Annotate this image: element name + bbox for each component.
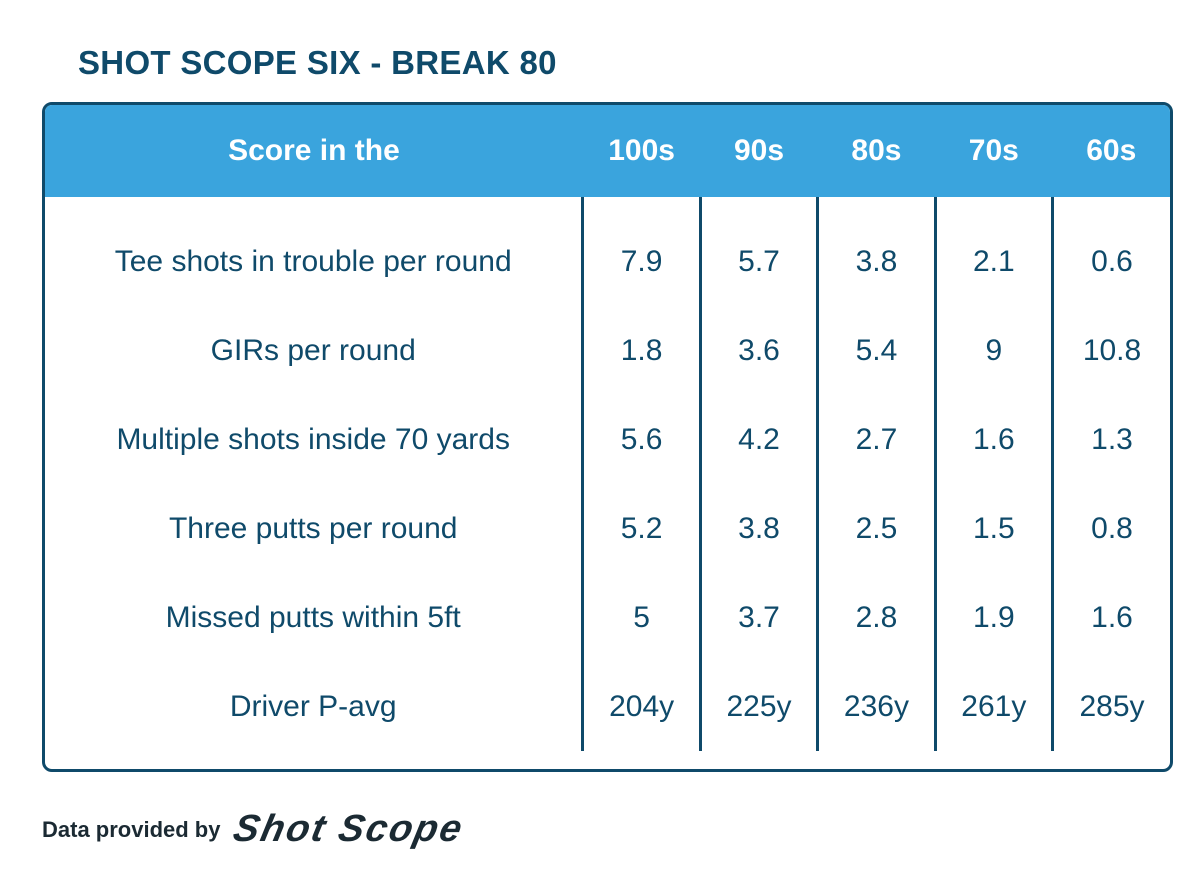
- row-label: Missed putts within 5ft: [165, 600, 461, 634]
- table-cell: 3.8: [698, 484, 818, 573]
- column-header: 70s: [935, 105, 1053, 197]
- table-cell: 2.7: [816, 395, 936, 484]
- table-row: Missed putts within 5ft 5 3.7 2.8 1.9 1.…: [45, 573, 1170, 662]
- column-header: 100s: [582, 105, 701, 197]
- row-label: Tee shots in trouble per round: [114, 244, 512, 278]
- table-cell: 3.6: [698, 306, 818, 395]
- table-cell: 7.9: [581, 197, 701, 306]
- row-label: Driver P-avg: [229, 689, 397, 723]
- table-row: GIRs per round 1.8 3.6 5.4 9 10.8: [45, 306, 1170, 395]
- table-cell: 2.8: [816, 573, 936, 662]
- footer: Data provided by Shot Scope: [42, 808, 468, 851]
- table-cell: 2.1: [933, 197, 1053, 306]
- table-cell: 0.8: [1051, 484, 1170, 573]
- column-header: 80s: [817, 105, 936, 197]
- table-cell: 1.8: [581, 306, 701, 395]
- table-cell: 10.8: [1051, 306, 1170, 395]
- table-cell: 3.8: [816, 197, 936, 306]
- table-cell: 1.6: [933, 395, 1053, 484]
- row-label: GIRs per round: [210, 333, 416, 367]
- table-cell: 1.6: [1051, 573, 1170, 662]
- table-cell: 1.5: [933, 484, 1053, 573]
- table-cell: 5.6: [581, 395, 701, 484]
- table-cell: 9: [933, 306, 1053, 395]
- table-cell: 261y: [933, 662, 1053, 751]
- column-header: 90s: [700, 105, 818, 197]
- row-label: Multiple shots inside 70 yards: [116, 422, 510, 456]
- table-cell: 5.2: [581, 484, 701, 573]
- table-cell: 1.9: [933, 573, 1053, 662]
- table-cell: 4.2: [698, 395, 818, 484]
- table-row: Multiple shots inside 70 yards 5.6 4.2 2…: [45, 395, 1170, 484]
- stats-table: Score in the 100s 90s 80s 70s 60s Tee sh…: [45, 105, 1170, 751]
- column-header: 60s: [1052, 105, 1170, 197]
- stats-table-container: Score in the 100s 90s 80s 70s 60s Tee sh…: [42, 102, 1173, 772]
- table-cell: 236y: [816, 662, 936, 751]
- table-cell: 2.5: [816, 484, 936, 573]
- table-cell: 5: [581, 573, 701, 662]
- table-header-row: Score in the 100s 90s 80s 70s 60s: [45, 105, 1170, 197]
- table-row: Three putts per round 5.2 3.8 2.5 1.5 0.…: [45, 484, 1170, 573]
- table-cell: 225y: [698, 662, 818, 751]
- row-label: Three putts per round: [168, 511, 458, 545]
- table-cell: 3.7: [698, 573, 818, 662]
- table-cell: 5.4: [816, 306, 936, 395]
- shot-scope-logo: Shot Scope: [230, 808, 469, 850]
- table-cell: 1.3: [1051, 395, 1170, 484]
- data-credit-text: Data provided by: [42, 816, 221, 842]
- table-cell: 285y: [1051, 662, 1170, 751]
- table-cell: 5.7: [698, 197, 818, 306]
- header-label: Score in the: [45, 105, 583, 197]
- table-row: Driver P-avg 204y 225y 236y 261y 285y: [45, 662, 1170, 751]
- table-cell: 0.6: [1051, 197, 1170, 306]
- page-title: SHOT SCOPE SIX - BREAK 80: [78, 44, 557, 81]
- table-row: Tee shots in trouble per round 7.9 5.7 3…: [45, 197, 1170, 306]
- table-cell: 204y: [581, 662, 701, 751]
